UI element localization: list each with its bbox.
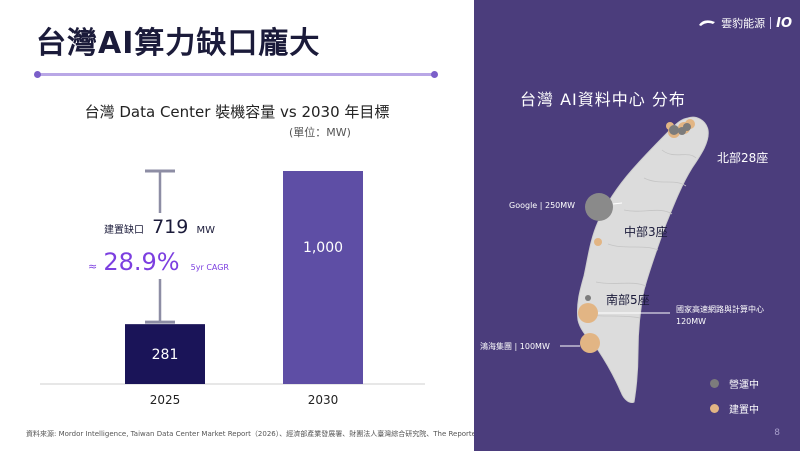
- cagr-annotation: ≈ 28.9% 5yr CAGR: [88, 248, 229, 276]
- nchc-callout: 國家高速網路與計算中心: [676, 304, 764, 314]
- map-title: 台灣 AI資料中心 分布: [520, 90, 686, 109]
- region-south-label: 南部5座: [606, 292, 650, 307]
- x-tick-2030: 2030: [308, 393, 339, 407]
- legend-item-building: 建置中: [710, 401, 759, 416]
- legend-building-label: 建置中: [729, 405, 759, 416]
- map-panel: 雲豹能源 IO 台灣 AI資料中心 分布: [474, 0, 800, 451]
- google-site-operating: [585, 193, 613, 221]
- bar-2030: [283, 171, 363, 384]
- region-north-label: 北部28座: [717, 150, 768, 165]
- bar-value-2025: 281: [152, 347, 179, 363]
- central-site-building: [594, 238, 602, 246]
- taiwan-map: 北部28座 中部3座 南部5座 Google | 250MW 國家高速網路與計算…: [480, 116, 768, 403]
- logo-divider: [770, 17, 772, 29]
- gap-value: 719: [152, 216, 188, 238]
- nchc-site-building: [578, 303, 598, 323]
- legend-item-operating: 營運中: [710, 376, 759, 391]
- north-site-operating-3: [683, 123, 691, 131]
- bar-chart: 281 1,000 2025 2030 建置缺口 719 MW ≈ 28.9% …: [40, 169, 425, 407]
- chart-unit: (單位：MW): [289, 126, 351, 139]
- map-legend: 營運中 建置中: [710, 376, 759, 426]
- nchc-callout-value: 120MW: [676, 317, 706, 326]
- x-tick-2025: 2025: [150, 393, 181, 407]
- gap-unit: MW: [196, 225, 215, 236]
- north-site-operating-1: [669, 125, 679, 135]
- gap-label: 建置缺口: [104, 223, 144, 236]
- logo-name: 雲豹能源: [721, 17, 766, 30]
- region-central-label: 中部3座: [624, 224, 668, 239]
- google-leader-line: [612, 202, 623, 205]
- cagr-prefix: ≈: [88, 260, 97, 273]
- leopard-logo-icon: [699, 20, 716, 26]
- cagr-label: 5yr CAGR: [191, 263, 230, 272]
- bar-value-2030: 1,000: [303, 240, 343, 256]
- taiwan-island-shape: [577, 116, 709, 403]
- company-logo: 雲豹能源 IO: [698, 15, 792, 31]
- title-underline: [34, 71, 438, 78]
- page-number: 8: [774, 428, 780, 438]
- gap-annotation: 建置缺口 719 MW: [104, 216, 215, 238]
- bar-2025: [125, 324, 205, 384]
- google-callout: Google | 250MW: [509, 201, 575, 210]
- chart-title: 台灣 Data Center 裝機容量 vs 2030 年目標: [84, 103, 390, 121]
- slide-title: 台灣AI算力缺口龐大: [36, 26, 321, 61]
- legend-operating-dot: [710, 379, 719, 388]
- legend-operating-label: 營運中: [729, 380, 759, 391]
- foxconn-site-building: [580, 333, 600, 353]
- logo-mark: IO: [776, 15, 792, 31]
- source-footnote: 資料來源: Mordor Intelligence, Taiwan Data C…: [26, 430, 479, 438]
- legend-building-dot: [710, 404, 719, 413]
- cagr-value: 28.9%: [103, 248, 179, 276]
- south-site-operating: [585, 295, 591, 301]
- underline-dot-left: [34, 71, 41, 78]
- underline-dot-right: [431, 71, 438, 78]
- foxconn-callout: 鴻海集團 | 100MW: [480, 341, 550, 351]
